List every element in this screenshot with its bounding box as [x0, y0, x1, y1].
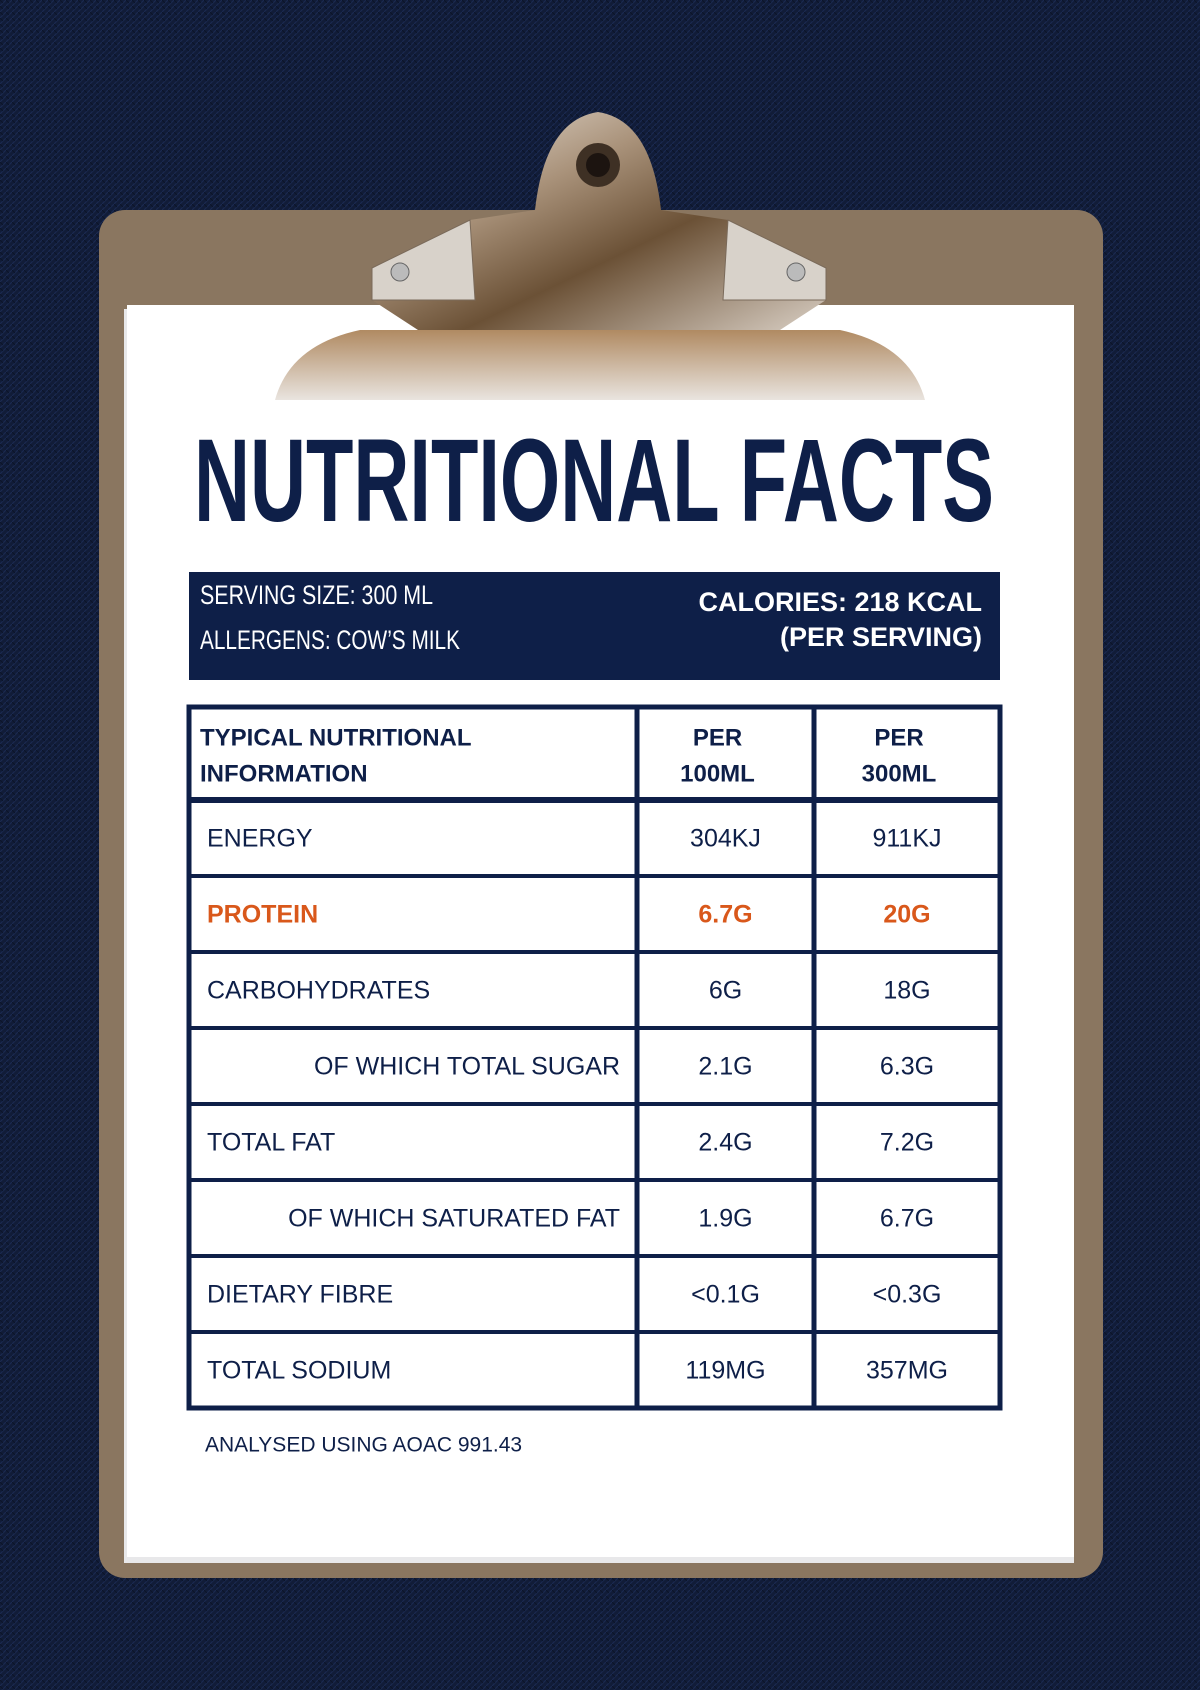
nutrient-value: 2.1G [698, 1053, 752, 1081]
nutrient-value: 6G [709, 977, 742, 1005]
nutrient-value: 6.7G [880, 1205, 934, 1233]
table-frame [186, 704, 1003, 1411]
nutrient-name: PROTEIN [207, 901, 318, 929]
nutrient-value: 2.4G [698, 1129, 752, 1157]
nutrient-name: ENERGY [207, 825, 313, 853]
serving-size: SERVING SIZE: 300 ML [200, 580, 433, 610]
nutrient-value: 1.9G [698, 1205, 752, 1233]
header-cell: INFORMATION [200, 760, 368, 787]
nutrient-value: <0.1G [691, 1281, 760, 1309]
nutrient-value: 911KJ [872, 825, 941, 853]
title: NUTRITIONAL FACTS [194, 415, 994, 547]
calories-note: (PER SERVING) [780, 622, 982, 652]
info-bar [189, 572, 1000, 680]
nutrient-value: 7.2G [880, 1129, 934, 1157]
nutrient-value: 357MG [866, 1357, 948, 1385]
calories: CALORIES: 218 KCAL [698, 587, 982, 617]
nutrient-value: 20G [883, 901, 930, 929]
nutrient-value: 18G [883, 977, 930, 1005]
paper [127, 305, 1074, 1557]
header-cell: TYPICAL NUTRITIONAL [200, 724, 472, 751]
clip [275, 112, 925, 400]
nutrient-name: OF WHICH SATURATED FAT [288, 1205, 620, 1233]
nutrient-name: OF WHICH TOTAL SUGAR [314, 1053, 620, 1081]
nutrient-value: 304KJ [690, 825, 761, 853]
nutrient-value: 6.3G [880, 1053, 934, 1081]
nutrient-value: 6.7G [698, 901, 752, 929]
allergens: ALLERGENS: COW’S MILK [200, 625, 460, 655]
header-cell: PER [693, 724, 742, 751]
nutrient-name: TOTAL FAT [207, 1129, 335, 1157]
header-cell: 300ML [862, 760, 937, 787]
nutrient-name: DIETARY FIBRE [207, 1281, 393, 1309]
nutrient-value: 119MG [685, 1357, 765, 1385]
nutrient-name: TOTAL SODIUM [207, 1357, 391, 1385]
nutrient-value: <0.3G [873, 1281, 942, 1309]
header-cell: 100ML [680, 760, 755, 787]
nutrient-name: CARBOHYDRATES [207, 977, 430, 1005]
header-cell: PER [874, 724, 923, 751]
footnote: ANALYSED USING AOAC 991.43 [205, 1434, 522, 1457]
